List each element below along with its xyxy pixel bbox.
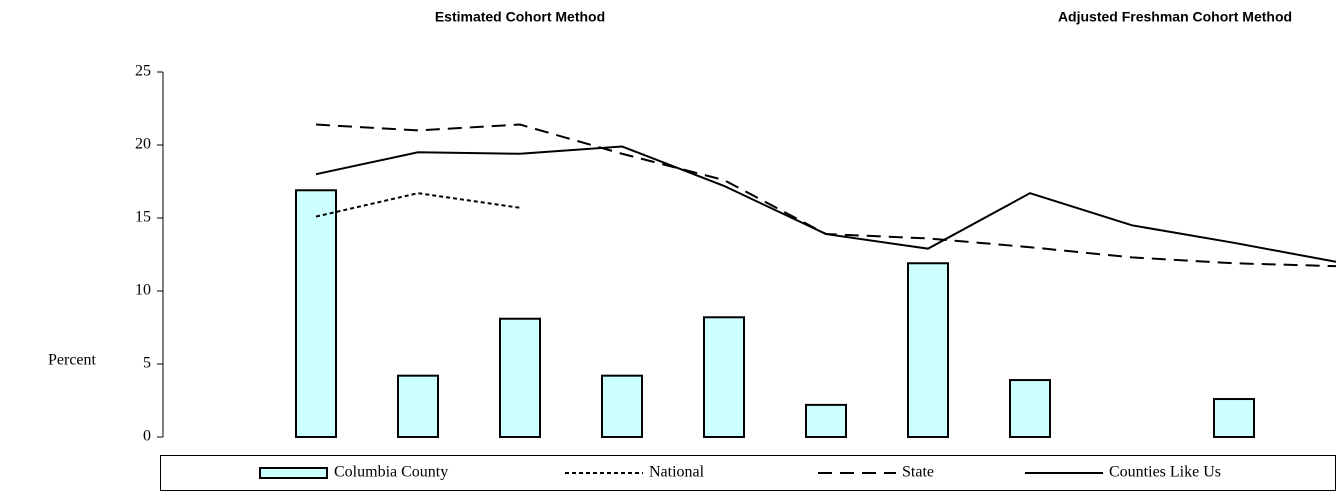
legend-swatch [259,467,328,479]
y-tick-label: 15 [135,209,151,226]
legend-label: State [902,464,934,481]
y-tick-label: 20 [135,136,151,153]
bar [703,316,745,438]
bar [907,262,949,439]
bar [295,189,337,438]
line [315,123,1336,268]
bar [805,403,847,439]
bar [397,374,439,438]
y-tick-label: 25 [135,63,151,80]
y-tick-label: 5 [143,355,151,372]
legend-label: National [649,464,705,481]
bar [601,374,643,438]
line [315,145,1336,263]
y-tick-label: 10 [135,282,151,299]
bar [499,317,541,438]
y-tick-label: 0 [143,428,151,445]
legend-label: Columbia County [334,464,448,481]
y-axis-label: Percent [48,352,97,369]
line [315,192,521,218]
annotation: Adjusted Freshman Cohort Method [1058,9,1292,25]
legend-label: Counties Like Us [1109,464,1221,481]
bar [1213,398,1255,439]
annotation: Estimated Cohort Method [435,9,605,25]
bar [1009,379,1051,438]
